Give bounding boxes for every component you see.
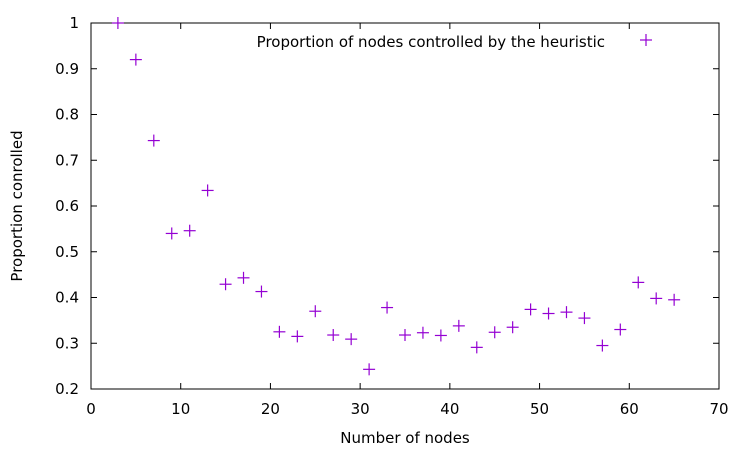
y-tick-label: 0.6 <box>55 197 79 215</box>
data-point <box>506 321 519 334</box>
y-tick-label: 0.3 <box>55 334 79 352</box>
data-point <box>452 319 465 332</box>
data-point <box>632 276 645 289</box>
y-tick-label: 0.9 <box>55 60 79 78</box>
legend-label: Proportion of nodes controlled by the he… <box>257 33 605 51</box>
y-tick-label: 0.8 <box>55 106 79 124</box>
data-point <box>183 224 196 237</box>
data-point <box>470 341 483 354</box>
y-axis-label: Proportion conrolled <box>8 130 26 281</box>
legend-plus-icon <box>640 34 652 46</box>
x-tick: 0 <box>86 23 96 418</box>
x-tick-label: 20 <box>261 400 280 418</box>
data-point <box>578 312 591 325</box>
data-point <box>129 53 142 66</box>
x-tick: 40 <box>440 23 459 418</box>
y-tick-label: 0.4 <box>55 289 79 307</box>
x-tick: 10 <box>171 23 190 418</box>
y-tick: 0.7 <box>55 151 719 169</box>
y-tick-label: 0.2 <box>55 380 79 398</box>
data-point <box>542 307 555 320</box>
y-tick-label: 0.7 <box>55 151 79 169</box>
data-point <box>399 329 411 342</box>
x-tick-label: 40 <box>440 400 459 418</box>
x-axis-ticks: 0 10 20 30 40 50 60 70 <box>86 23 729 418</box>
y-tick-label: 0.5 <box>55 243 79 261</box>
data-point <box>345 333 358 346</box>
data-point <box>650 292 663 305</box>
data-point <box>363 363 376 376</box>
x-tick-label: 30 <box>351 400 370 418</box>
data-point <box>165 227 178 240</box>
data-point <box>255 285 268 298</box>
data-point <box>291 330 304 343</box>
data-point <box>273 325 286 338</box>
x-tick-label: 0 <box>86 400 96 418</box>
y-tick: 0.3 <box>55 334 719 352</box>
data-point <box>111 17 124 29</box>
y-tick: 0.5 <box>55 243 719 261</box>
data-point <box>434 329 447 342</box>
data-point <box>596 339 609 352</box>
y-tick: 0.2 <box>55 380 719 398</box>
data-point <box>237 271 250 284</box>
data-points <box>111 17 681 376</box>
x-axis-label: Number of nodes <box>340 429 470 447</box>
x-tick-label: 10 <box>171 400 190 418</box>
x-tick: 30 <box>351 23 370 418</box>
data-point <box>614 323 627 336</box>
data-point <box>416 326 429 339</box>
data-point <box>381 301 394 314</box>
y-tick: 0.8 <box>55 106 719 124</box>
data-point <box>524 303 537 316</box>
data-point <box>219 278 232 291</box>
data-point <box>560 306 573 319</box>
data-point <box>488 326 501 339</box>
data-point <box>147 134 160 147</box>
data-point <box>309 305 322 318</box>
y-tick: 0.9 <box>55 60 719 78</box>
y-tick-label: 1 <box>69 14 79 32</box>
legend-marker <box>640 34 652 46</box>
x-tick-label: 70 <box>709 400 728 418</box>
data-point <box>327 329 340 342</box>
x-tick: 50 <box>530 23 549 418</box>
legend: Proportion of nodes controlled by the he… <box>257 33 652 51</box>
x-tick: 60 <box>620 23 639 418</box>
y-tick: 0.6 <box>55 197 719 215</box>
y-tick: 1 <box>69 14 719 32</box>
x-tick: 70 <box>709 23 729 418</box>
data-point <box>668 293 681 306</box>
y-axis-ticks: 0.2 0.3 0.4 0.5 0.6 0.7 0.8 0.9 1 <box>55 14 719 398</box>
y-tick: 0.4 <box>55 289 719 307</box>
x-tick-label: 50 <box>530 400 549 418</box>
data-point <box>201 184 214 197</box>
x-tick: 20 <box>261 23 280 418</box>
x-tick-label: 60 <box>620 400 639 418</box>
